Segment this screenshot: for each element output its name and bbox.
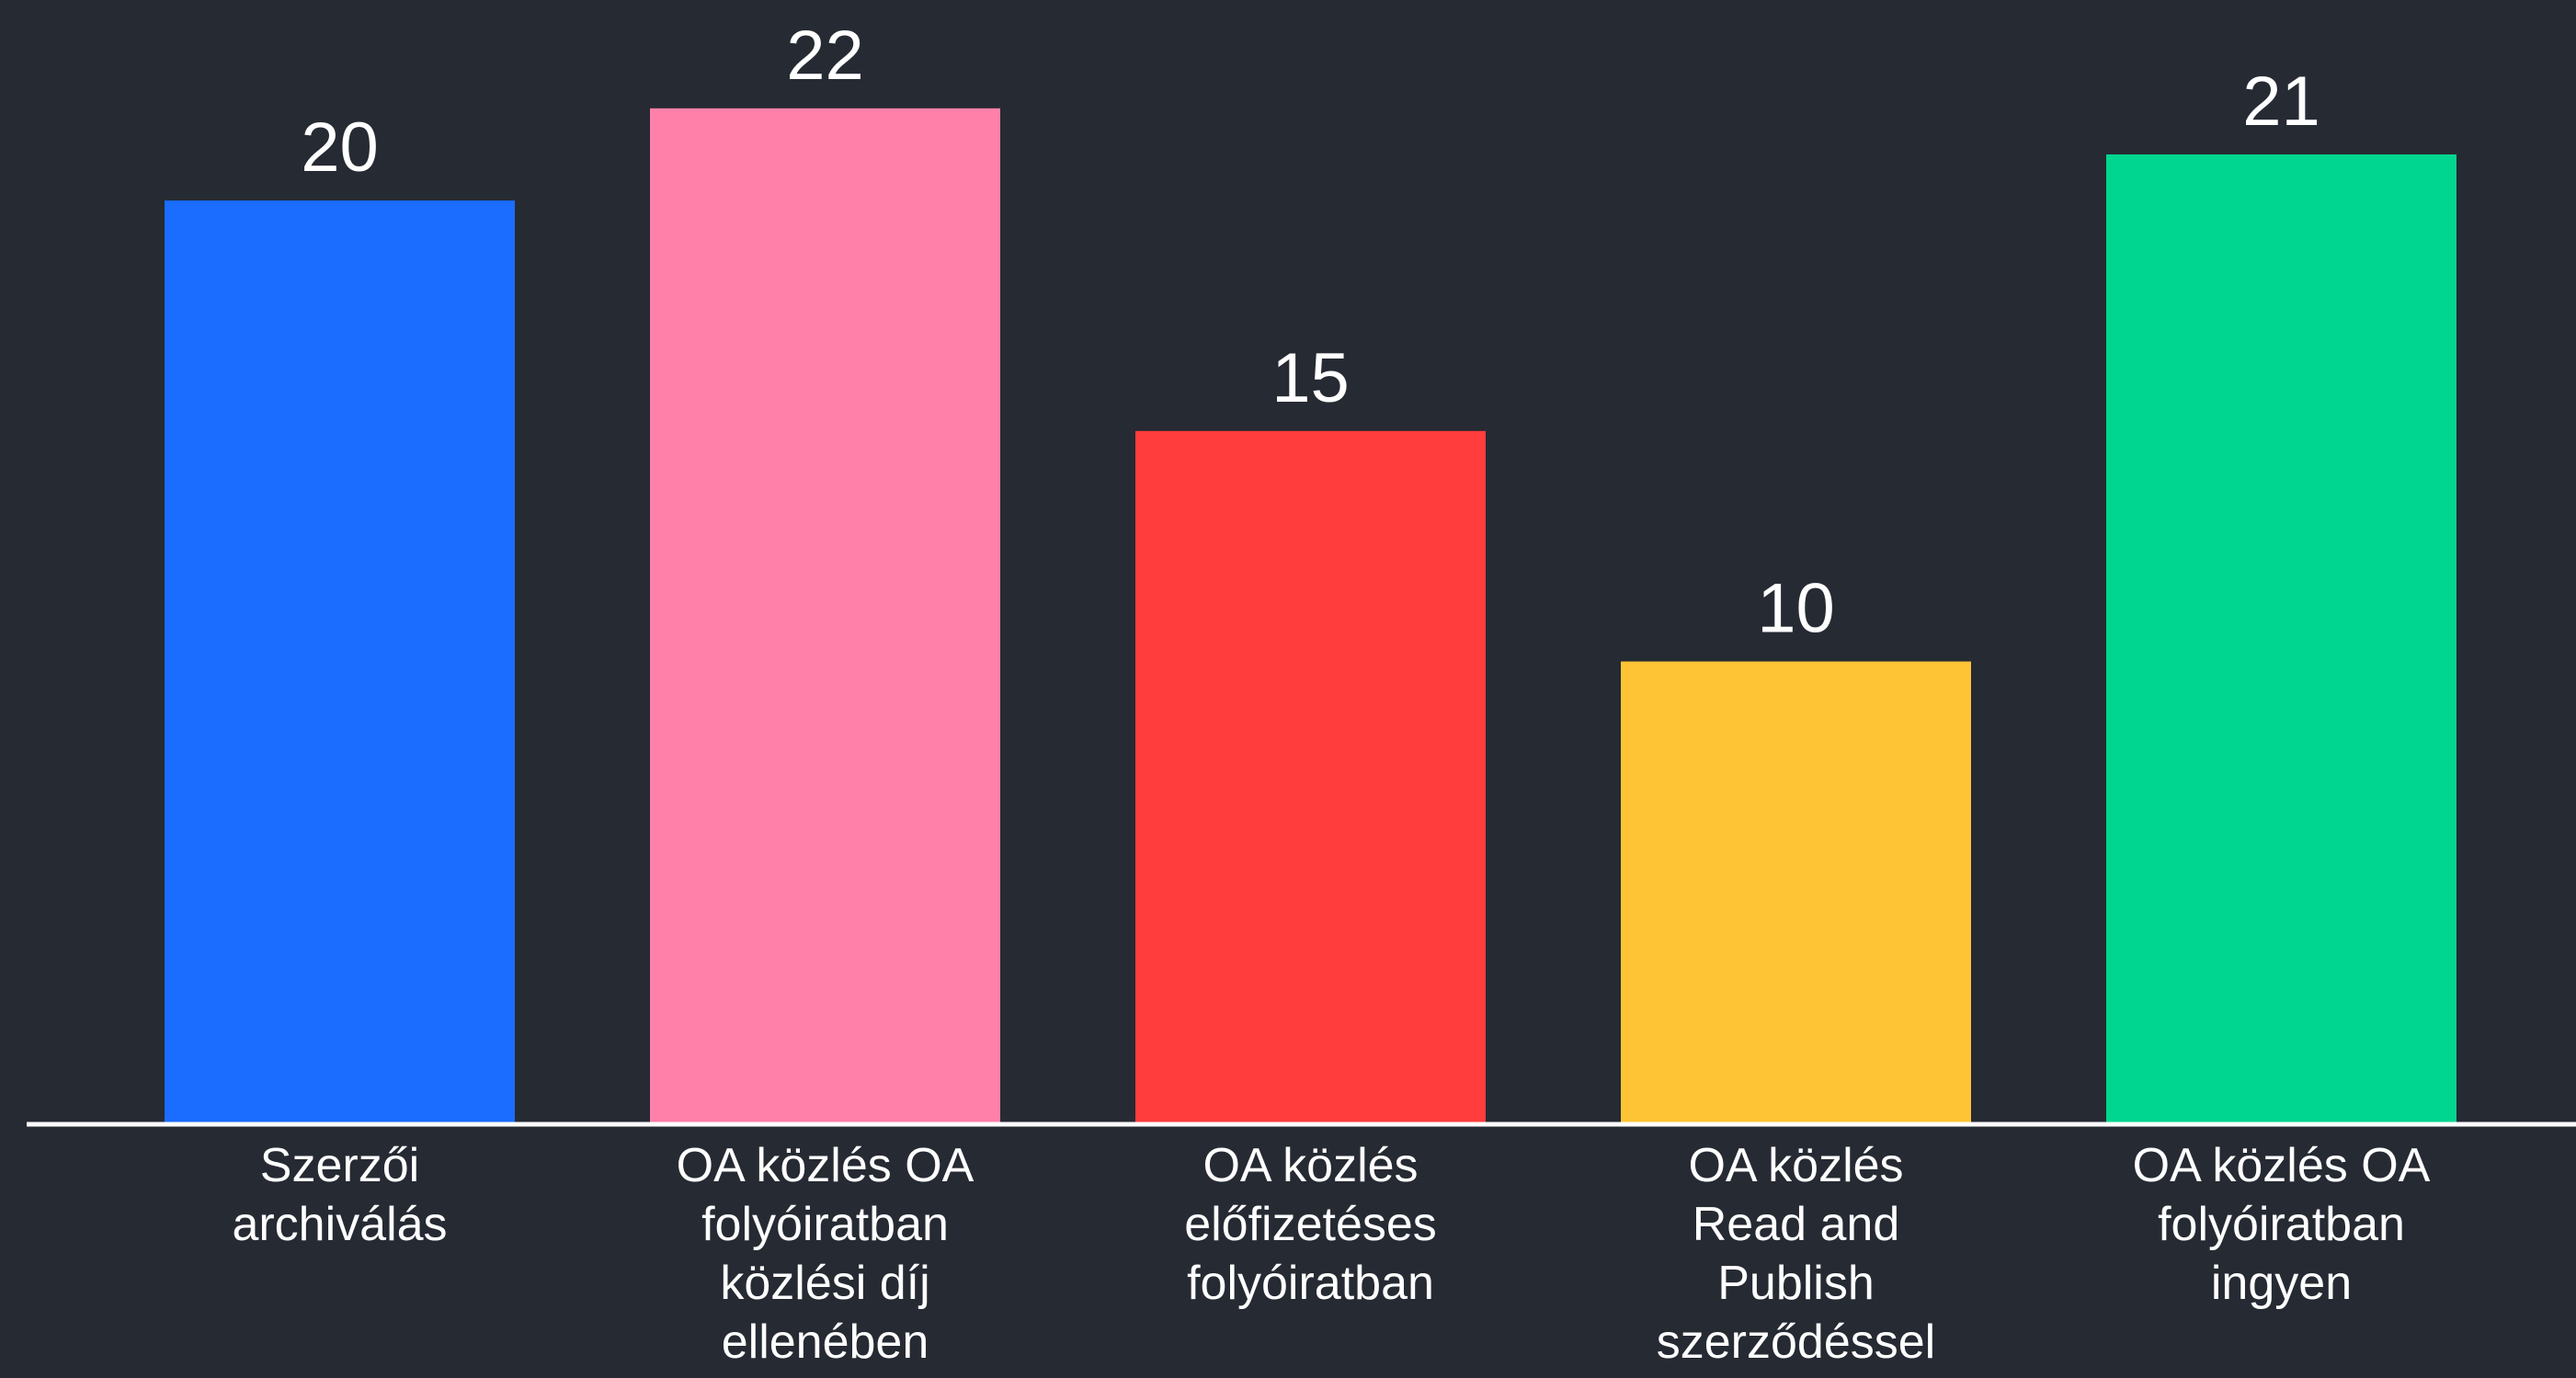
bar	[1135, 430, 1486, 1122]
x-tick-label: OA közlés OA folyóiratban közlési díj el…	[676, 1139, 975, 1369]
x-tick-label: OA közlés OA folyóiratban ingyen	[2132, 1139, 2431, 1310]
value-label: 20	[301, 108, 379, 187]
x-tick-label: OA közlés előfizetéses folyóiratban	[1184, 1139, 1437, 1310]
x-tick-label: Szerzői archiválás	[232, 1139, 448, 1251]
value-label: 22	[786, 17, 864, 95]
bar	[165, 200, 515, 1123]
x-tick-label: OA közlés Read and Publish szerződéssel	[1656, 1139, 1936, 1369]
bar	[2106, 154, 2456, 1122]
value-label: 15	[1271, 339, 1350, 417]
value-label: 10	[1757, 570, 1835, 648]
value-label: 21	[2242, 63, 2320, 141]
bar	[1621, 661, 1971, 1122]
bar	[650, 108, 1000, 1123]
